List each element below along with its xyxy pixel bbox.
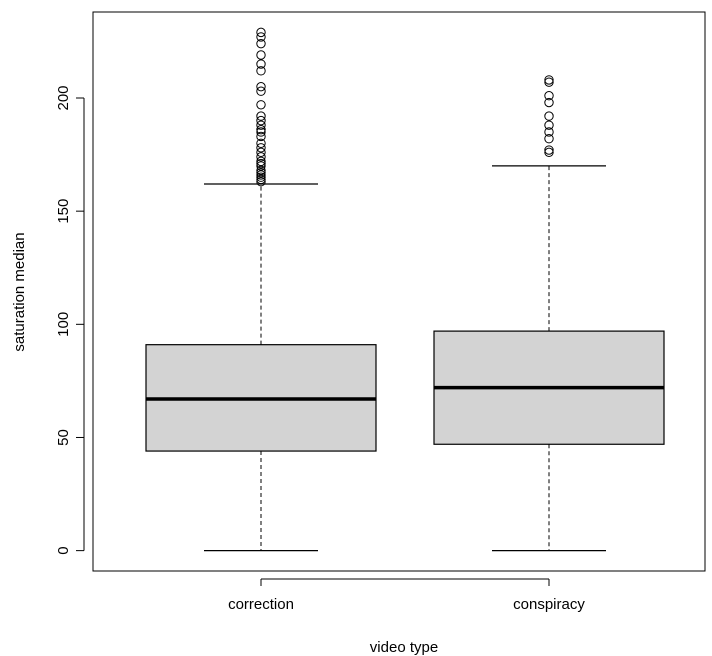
boxes [145,27,665,552]
outlier-point [256,127,266,137]
outlier-point [256,131,266,142]
outlier-point [256,115,266,126]
outlier-point [544,97,554,108]
outlier-point [544,91,554,101]
outlier-point [256,50,266,60]
outlier-point [256,38,266,49]
outlier-point [256,86,266,96]
outlier-point [256,111,266,121]
outlier-point [256,158,266,169]
x-tick-label: correction [228,596,294,613]
plot-frame [92,11,706,572]
outlier-point [544,120,554,130]
y-axis-title: saturation median [11,232,28,351]
outlier-point [256,66,266,76]
outlier-point [256,165,266,176]
outlier-point [256,174,266,185]
outlier-point [256,161,266,171]
outlier-point [544,127,554,137]
outlier-point [256,177,266,187]
outlier-point [256,172,266,182]
outlier-point [544,147,554,158]
outlier-point [256,59,266,69]
outlier-point [544,145,554,155]
outlier-point [544,75,554,85]
x-tick-label: conspiracy [513,596,585,613]
outlier-point [544,134,554,144]
outlier-point [256,143,266,153]
outlier-point [256,120,266,130]
outlier-point [256,138,266,148]
box-conspiracy [433,75,665,552]
outlier-point [256,152,266,162]
y-tick-label: 50 [55,429,72,446]
y-axis: 0 50 100 150 200 [55,85,85,555]
outlier-point [256,27,266,38]
outlier-point [256,100,266,110]
outlier-point [256,81,266,92]
outlier-point [256,147,266,158]
outlier-point [256,156,266,167]
outlier-point [256,167,266,178]
y-tick-label: 200 [55,85,72,110]
outlier-point [544,111,554,121]
y-tick-label: 100 [55,312,72,337]
box-correction [145,27,377,552]
outlier-point [256,170,266,180]
outlier-point [256,32,266,42]
x-axis: correction conspiracy [228,578,585,613]
x-axis-title: video type [370,639,438,656]
y-tick-label: 150 [55,199,72,224]
outlier-point [256,124,266,135]
y-tick-label: 0 [55,546,72,554]
outlier-point [544,77,554,87]
